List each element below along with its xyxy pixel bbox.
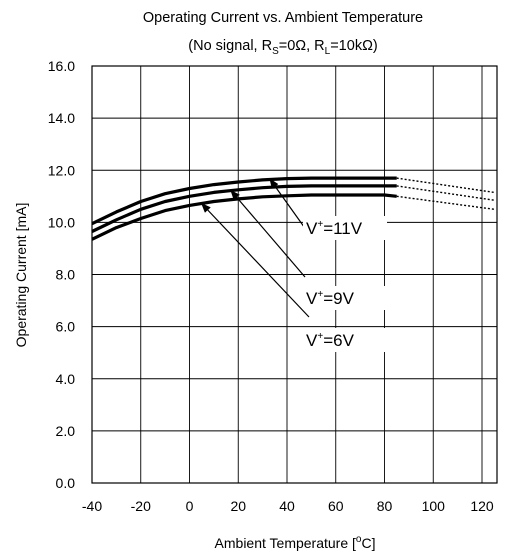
annotation-arrow-6V: [201, 202, 310, 318]
annotation-sup: +: [317, 331, 323, 342]
annotation-label-bg: [303, 286, 387, 310]
plot-frame: [91, 65, 498, 484]
y-tick-label: 16.0: [48, 58, 75, 74]
x-axis-label-tail: C]: [361, 535, 375, 551]
annotation-value: =9V: [323, 289, 354, 308]
series-extrapolation-11V: [396, 177, 495, 194]
chart-title: Operating Current vs. Ambient Temperatur…: [143, 10, 423, 26]
subtitle-open: (No signal, R: [188, 38, 272, 54]
x-tick-labels: -40 -20 0 20 40 60 80 100 120: [82, 498, 494, 514]
series-line-6V: [91, 193, 397, 241]
annotation-arrow-9V: [230, 189, 306, 278]
annotation-v: V: [306, 289, 318, 308]
subtitle-rs-sub: S: [272, 46, 279, 57]
y-tick-label: 6.0: [56, 319, 76, 335]
annotation-label-11V: V+=11V: [306, 219, 363, 238]
x-tick-label: 80: [377, 498, 393, 514]
annotation-value: =11V: [323, 219, 363, 238]
annotation-sup: +: [317, 219, 323, 230]
y-tick-label: 0.0: [56, 475, 76, 491]
annotation-label-bg: [303, 216, 387, 240]
series-line-11V: [91, 176, 397, 226]
series-layer: [91, 176, 495, 241]
series-line-9V: [91, 184, 397, 233]
annotation-label-9V: V+=9V: [306, 289, 355, 308]
annotation-v: V: [306, 331, 318, 350]
y-axis-label: Operating Current [mA]: [13, 203, 29, 348]
x-tick-label: 120: [470, 498, 494, 514]
x-axis-label-main: Ambient Temperature [: [215, 535, 356, 551]
x-tick-label: 20: [230, 498, 246, 514]
y-tick-label: 12.0: [48, 162, 75, 178]
annotation-label-6V: V+=6V: [306, 331, 355, 350]
x-tick-label: 40: [279, 498, 295, 514]
y-tick-label: 2.0: [56, 423, 76, 439]
x-axis-label-sup: o: [356, 534, 362, 545]
y-tick-label: 10.0: [48, 214, 75, 230]
y-tick-label: 4.0: [56, 371, 76, 387]
subtitle-close: =10kΩ): [330, 38, 378, 54]
series-extrapolation-6V: [396, 195, 495, 210]
subtitle-rl-sub: L: [325, 46, 331, 57]
x-tick-label: 60: [328, 498, 344, 514]
chart-subtitle: (No signal, RS=0Ω, RL=10kΩ): [188, 38, 377, 57]
annotation-v: V: [306, 219, 318, 238]
x-tick-label: 100: [422, 498, 446, 514]
annotation-label-bg: [303, 328, 387, 352]
grid-lines: [92, 66, 497, 483]
x-tick-label: 0: [186, 498, 194, 514]
series-extrapolation-9V: [396, 185, 495, 201]
x-tick-label: -40: [82, 498, 102, 514]
annotation-sup: +: [317, 289, 323, 300]
annotation-value: =6V: [323, 331, 354, 350]
x-tick-label: -20: [131, 498, 151, 514]
y-tick-label: 8.0: [56, 267, 76, 283]
y-tick-labels: 0.0 2.0 4.0 6.0 8.0 10.0 12.0 14.0 16.0: [48, 58, 75, 491]
subtitle-mid: =0Ω, R: [279, 38, 325, 54]
y-tick-label: 14.0: [48, 110, 75, 126]
x-axis-label: Ambient Temperature [oC]: [215, 534, 376, 551]
